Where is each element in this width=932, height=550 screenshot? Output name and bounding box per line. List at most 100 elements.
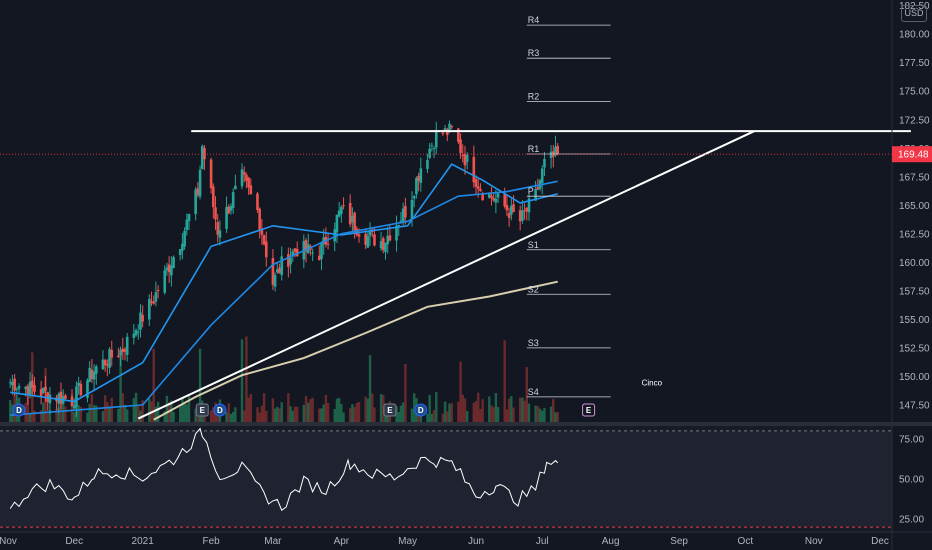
- volume-bar: [479, 408, 482, 422]
- volume-bar: [494, 393, 498, 422]
- time-tick-label: Feb: [202, 536, 220, 547]
- volume-bar: [132, 398, 136, 422]
- candle-body: [101, 359, 105, 370]
- volume-bar: [492, 407, 495, 422]
- volume-bar: [368, 355, 372, 422]
- time-tick-label: Apr: [334, 536, 350, 547]
- volume-bar: [24, 402, 27, 422]
- volume-bar: [134, 392, 138, 422]
- volume-bar: [198, 348, 202, 422]
- volume-bar: [249, 393, 253, 422]
- candle-body: [549, 151, 553, 158]
- volume-bar: [262, 393, 266, 422]
- volume-bar: [399, 405, 403, 422]
- volume-bar: [209, 410, 213, 422]
- candle-body: [384, 242, 387, 252]
- candle-body: [183, 230, 186, 247]
- candle-body: [419, 168, 423, 183]
- candle-body: [326, 243, 330, 245]
- volume-bar: [227, 403, 230, 422]
- candle-body: [512, 204, 515, 213]
- volume-bar: [397, 411, 400, 422]
- candle-body: [24, 387, 27, 390]
- candle-body: [556, 145, 559, 155]
- candle-body: [48, 394, 52, 404]
- volume-bar: [273, 408, 277, 422]
- volume-bar: [552, 398, 555, 422]
- volume-bar: [357, 401, 361, 422]
- time-tick-label: May: [398, 536, 417, 547]
- candle-body: [430, 145, 434, 147]
- candle-body: [351, 215, 354, 223]
- pivot-level-label: R4: [528, 15, 540, 25]
- volume-bar: [463, 398, 467, 422]
- pane-separator: [0, 422, 932, 426]
- candle-body: [448, 123, 451, 132]
- volume-bar: [212, 407, 215, 422]
- volume-bar: [432, 409, 436, 422]
- earnings-upcoming-marker: [582, 403, 596, 417]
- candle-body: [271, 258, 275, 285]
- volume-bar: [404, 364, 407, 422]
- volume-bar: [435, 392, 438, 422]
- volume-bar: [410, 408, 414, 422]
- oscillator-band: [0, 430, 892, 528]
- candle-body: [247, 177, 250, 188]
- candle-body: [441, 132, 445, 135]
- volume-bar: [490, 405, 493, 422]
- volume-bar: [293, 406, 297, 422]
- candle-body: [426, 159, 429, 169]
- volume-bar: [366, 398, 370, 422]
- candle-body: [185, 219, 189, 231]
- volume-bar: [243, 410, 246, 422]
- candle-body: [443, 128, 447, 132]
- volume-bar: [73, 412, 76, 422]
- volume-bar: [419, 411, 423, 422]
- candle-body: [543, 158, 546, 168]
- price-tick-label: 147.50: [899, 400, 930, 411]
- volume-bar: [240, 339, 244, 422]
- volume-bar: [117, 408, 120, 422]
- time-tick-label: Jun: [468, 536, 484, 547]
- currency-button[interactable]: USD: [901, 5, 927, 22]
- volume-bar: [39, 410, 43, 422]
- volume-bar: [459, 361, 462, 422]
- volume-bar: [340, 404, 343, 422]
- volume-bar: [525, 367, 528, 422]
- candle-body: [75, 386, 78, 407]
- volume-bar: [324, 394, 328, 422]
- volume-bar: [364, 396, 367, 422]
- volume-bar: [64, 406, 67, 422]
- event-marker-label: E: [387, 406, 393, 415]
- volume-bar: [448, 403, 451, 422]
- oscillator-pane[interactable]: [0, 426, 892, 532]
- volume-bar: [322, 404, 325, 422]
- candle-body: [481, 193, 484, 201]
- candle-body: [86, 380, 89, 398]
- candle-body: [72, 405, 76, 409]
- volume-bar: [77, 405, 80, 422]
- volume-bar: [373, 407, 376, 422]
- candle-body: [33, 385, 36, 392]
- volume-bar: [203, 412, 206, 422]
- volume-bar: [307, 402, 310, 422]
- candle-body: [554, 146, 557, 156]
- candle-body: [30, 380, 34, 388]
- candle-body: [212, 186, 215, 208]
- candle-body: [503, 194, 507, 207]
- volume-bar: [302, 404, 306, 422]
- volume-bar: [309, 399, 312, 422]
- candle-body: [320, 243, 323, 259]
- volume-bar: [320, 408, 323, 422]
- candle-body: [368, 231, 372, 236]
- volume-bar: [401, 402, 405, 422]
- volume-bar: [337, 397, 341, 422]
- candle-body: [388, 235, 392, 241]
- volume-bar: [379, 394, 383, 422]
- candle-body: [487, 193, 491, 198]
- candle-body: [194, 189, 197, 215]
- time-tick-label: Nov: [0, 536, 17, 547]
- price-pane[interactable]: R4 R3 R2 R1 P S1 S2 S3 S4 Cinco D E D E D E: [0, 15, 911, 422]
- candle-body: [540, 168, 544, 183]
